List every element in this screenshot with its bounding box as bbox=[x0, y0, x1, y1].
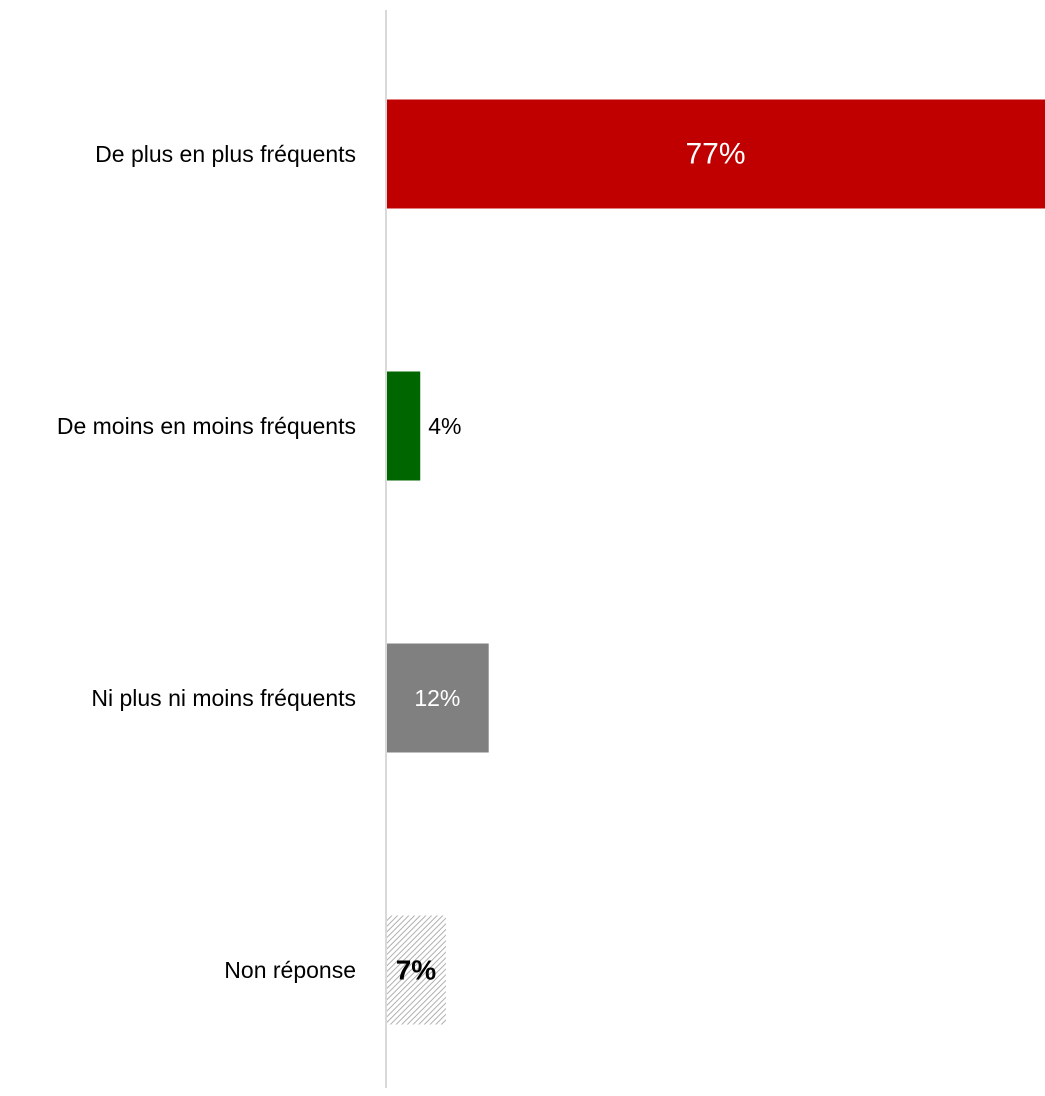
category-label-4: Non réponse bbox=[224, 957, 356, 983]
bar-4 bbox=[386, 915, 446, 1025]
data-label-1: 77% bbox=[685, 138, 745, 171]
bar-1 bbox=[386, 99, 1045, 209]
bar-2 bbox=[386, 371, 421, 481]
data-label-4: 7% bbox=[396, 955, 437, 986]
category-label-3: Ni plus ni moins fréquents bbox=[91, 685, 356, 711]
bar-3 bbox=[386, 643, 489, 753]
data-label-2: 4% bbox=[428, 413, 461, 439]
category-label-1: De plus en plus fréquents bbox=[95, 141, 356, 167]
category-label-2: De moins en moins fréquents bbox=[57, 413, 356, 439]
data-label-3: 12% bbox=[414, 685, 460, 711]
